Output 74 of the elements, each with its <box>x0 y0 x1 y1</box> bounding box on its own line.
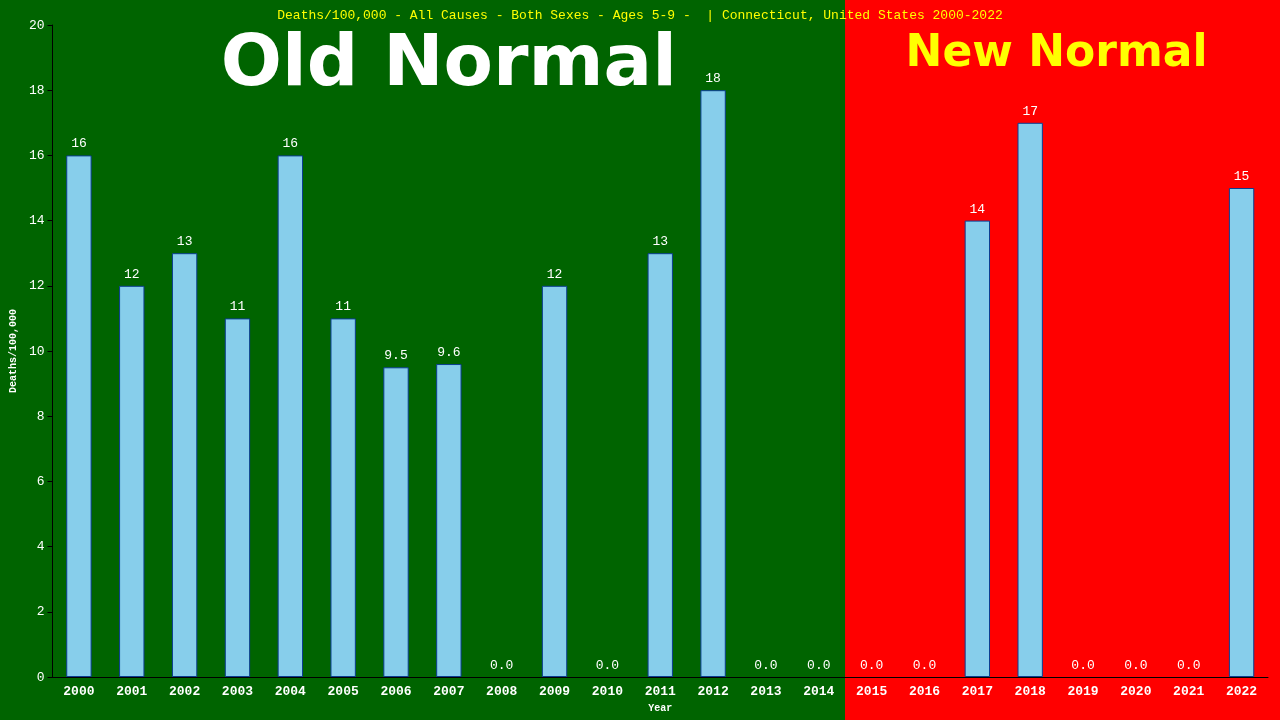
x-tick-label: 2003 <box>221 684 254 699</box>
y-tick-label: 8 <box>36 408 45 424</box>
data-label: 16 <box>282 136 299 152</box>
x-tick-label: 2000 <box>63 684 95 699</box>
bar <box>1017 122 1043 677</box>
data-label: 9.5 <box>384 348 408 364</box>
x-tick-label: 2012 <box>697 684 729 699</box>
bar <box>383 367 409 677</box>
data-label: 0.0 <box>807 658 831 673</box>
x-tick-label: 2019 <box>1067 684 1099 699</box>
y-tick-label: 10 <box>28 343 45 359</box>
x-tick-label: 2018 <box>1014 684 1046 699</box>
data-label: 12 <box>546 266 563 282</box>
data-label: 0.0 <box>912 658 937 673</box>
bar <box>647 253 673 677</box>
x-tick-label: 2014 <box>803 684 835 699</box>
bar <box>66 155 92 677</box>
x-tick-label: 2008 <box>486 684 518 699</box>
data-label: 13 <box>652 234 669 250</box>
data-label: 0.0 <box>859 658 884 673</box>
y-tick-label: 2 <box>36 604 45 620</box>
x-tick-label: 2010 <box>591 684 624 699</box>
bar <box>224 318 251 677</box>
y-tick-label: 0 <box>36 669 45 685</box>
data-label: 16 <box>71 136 87 152</box>
y-tick-label: 20 <box>28 17 45 33</box>
data-label: 13 <box>176 234 193 250</box>
data-label: 12 <box>123 266 140 282</box>
x-tick-label: 2015 <box>856 684 888 699</box>
y-tick-label: 4 <box>36 539 45 555</box>
y-tick-label: 18 <box>28 82 45 98</box>
data-label: 0.0 <box>595 658 620 673</box>
y-tick-label: 14 <box>28 213 45 229</box>
data-label: 17 <box>1022 103 1038 119</box>
bar <box>171 253 198 677</box>
x-axis-title: Year <box>648 702 673 714</box>
x-tick-label: 2016 <box>908 684 941 699</box>
bar <box>436 364 462 677</box>
bar <box>700 90 726 677</box>
data-label: 11 <box>335 299 352 315</box>
x-tick-label: 2004 <box>274 684 307 699</box>
bar <box>119 285 145 677</box>
x-tick-label: 2005 <box>327 684 359 699</box>
data-label: 0.0 <box>1177 658 1201 673</box>
y-tick-label: 16 <box>28 147 45 163</box>
x-tick-label: 2013 <box>750 684 782 699</box>
data-label: 0.0 <box>1071 658 1095 673</box>
bar <box>1228 188 1255 677</box>
data-label: 11 <box>229 299 246 315</box>
bar <box>330 318 356 677</box>
data-label: 9.6 <box>437 345 461 361</box>
x-tick-label: 2017 <box>961 684 993 699</box>
x-tick-label: 2021 <box>1173 684 1205 699</box>
band-label: New Normal <box>905 24 1208 76</box>
x-tick-label: 2020 <box>1120 684 1152 699</box>
data-label: 14 <box>969 201 986 217</box>
x-tick-label: 2022 <box>1225 684 1258 699</box>
x-tick-label: 2011 <box>644 684 677 699</box>
x-tick-label: 2002 <box>169 684 201 699</box>
data-label: 0.0 <box>1124 658 1148 673</box>
data-label: 0.0 <box>754 658 778 673</box>
data-label: 15 <box>1233 169 1250 184</box>
y-axis-title: Deaths/100,000 <box>7 308 19 394</box>
x-tick-label: 2009 <box>538 684 571 699</box>
y-tick-label: 6 <box>36 473 45 489</box>
data-label: 18 <box>705 71 721 87</box>
bar <box>964 220 991 677</box>
x-tick-label: 2001 <box>116 684 148 699</box>
x-tick-label: 2007 <box>433 684 465 699</box>
bar <box>277 155 303 677</box>
bar <box>541 285 568 677</box>
data-label: 0.0 <box>490 658 514 673</box>
x-tick-label: 2006 <box>380 684 412 699</box>
y-tick-label: 12 <box>28 278 45 294</box>
